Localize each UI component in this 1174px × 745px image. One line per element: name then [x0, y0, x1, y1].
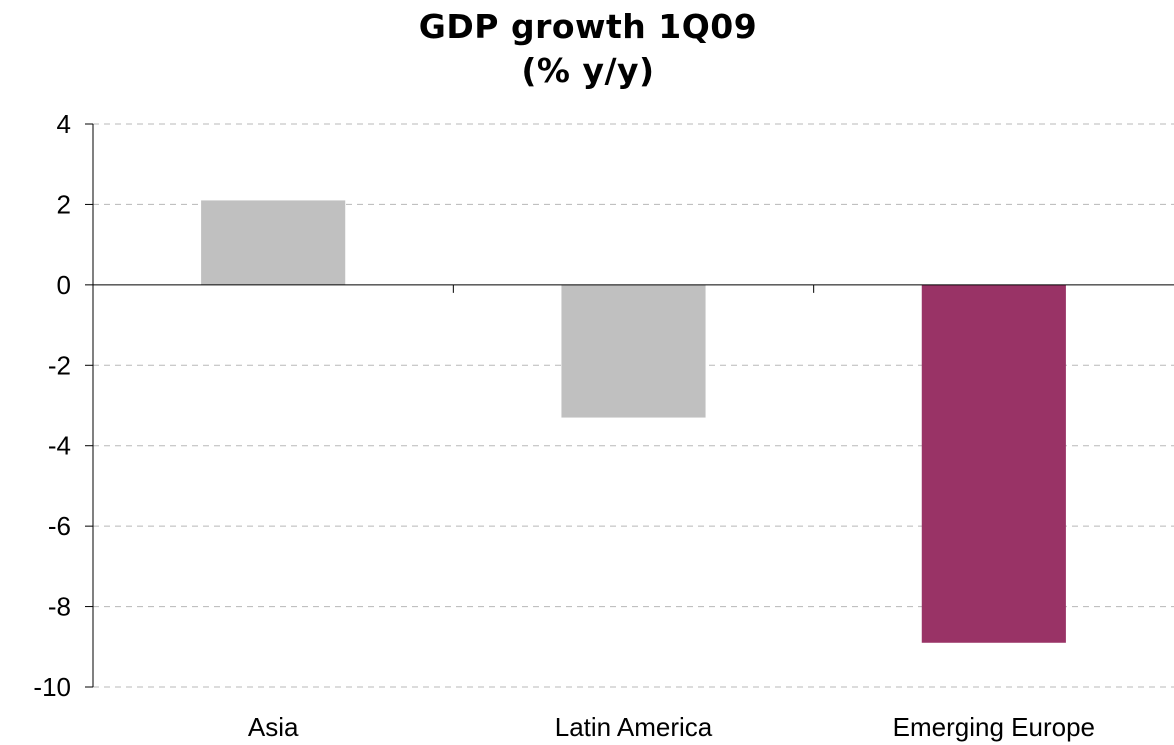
y-tick-label: -8	[48, 592, 71, 622]
bar-latin-america	[561, 284, 706, 418]
y-tick-label: 4	[57, 109, 71, 139]
y-tick-labels: 4 2 0 -2 -4 -6 -8 -10	[33, 109, 71, 702]
y-tick-label: -6	[48, 511, 71, 541]
y-tick-label: -4	[48, 431, 71, 461]
x-category-label: Asia	[248, 712, 299, 742]
chart-title-line-2: (% y/y)	[521, 51, 654, 90]
bar-emerging-europe	[921, 284, 1066, 643]
bar-asia	[201, 200, 346, 285]
x-category-labels: Asia Latin America Emerging Europe	[248, 712, 1095, 742]
y-tick-label: 0	[57, 270, 71, 300]
x-category-label: Emerging Europe	[893, 712, 1095, 742]
chart-title: GDP growth 1Q09 (% y/y)	[419, 7, 757, 90]
y-tick-label: -10	[33, 672, 71, 702]
bars	[201, 200, 1066, 643]
axes	[85, 123, 1174, 688]
y-tick-label: -2	[48, 350, 71, 380]
x-category-label: Latin America	[555, 712, 713, 742]
y-tick-label: 2	[57, 189, 71, 219]
chart-title-line-1: GDP growth 1Q09	[419, 7, 757, 46]
